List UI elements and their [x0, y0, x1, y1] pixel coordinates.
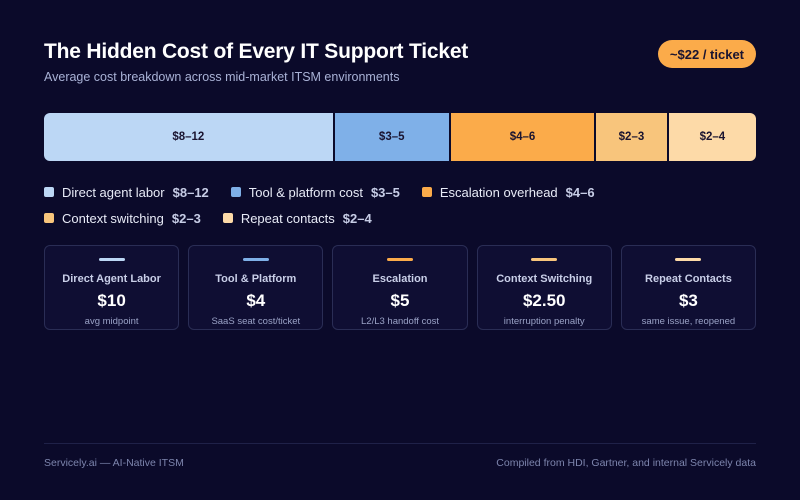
cost-card-context-switching: Context Switching $2.50 interruption pen…: [476, 245, 612, 330]
bar-segment-tool-platform-cost: $3–5: [334, 113, 451, 161]
card-note: avg midpoint: [84, 316, 139, 327]
card-accent-bar: [98, 258, 125, 261]
footer-divider: [44, 443, 756, 444]
legend-item-tool-platform-cost: Tool & platform cost $3–5: [230, 184, 400, 200]
legend-swatch: [44, 213, 54, 223]
card-label: Direct Agent Labor: [62, 273, 161, 285]
card-label: Context Switching: [496, 273, 593, 285]
bar-segment-label: $2–4: [699, 131, 726, 143]
legend-value: $2–3: [171, 210, 201, 226]
legend-value: $3–5: [370, 184, 400, 200]
card-note: interruption penalty: [503, 316, 585, 327]
bar-segment-label: $8–12: [172, 131, 205, 143]
legend-swatch: [230, 187, 241, 197]
legend-label: Context switching: [62, 210, 164, 226]
card-value: $3: [678, 291, 698, 310]
cost-card-tool-platform: Tool & Platform $4 SaaS seat cost/ticket: [188, 245, 324, 330]
card-accent-bar: [531, 258, 558, 261]
card-value: $2.50: [522, 291, 566, 310]
legend-value: $8–12: [172, 184, 209, 200]
cost-card-escalation: Escalation $5 L2/L3 handoff cost: [332, 245, 468, 330]
card-accent-bar: [242, 258, 269, 261]
card-value: $10: [97, 291, 126, 310]
legend-label: Escalation overhead: [439, 184, 558, 200]
card-value: $5: [390, 291, 410, 310]
legend-swatch: [222, 213, 233, 223]
legend-item-direct-agent-labor: Direct agent labor $8–12: [44, 184, 209, 200]
cost-card-repeat-contacts: Repeat Contacts $3 same issue, reopened: [620, 245, 757, 330]
bar-segment-direct-agent-labor: $8–12: [44, 113, 335, 161]
bar-segment-repeat-contacts: $2–4: [668, 113, 756, 161]
card-accent-bar: [387, 258, 413, 261]
card-value: $4: [246, 291, 266, 310]
legend-item-repeat-contacts: Repeat contacts $2–4: [222, 210, 372, 226]
stacked-cost-bar: $8–12 $3–5 $4–6 $2–3 $2–4: [44, 113, 756, 161]
footer-source: Compiled from HDI, Gartner, and internal…: [496, 457, 756, 469]
cost-card-agent-labor: Direct Agent Labor $10 avg midpoint: [44, 245, 180, 330]
card-note: same issue, reopened: [641, 316, 736, 327]
legend-item-context-switching: Context switching $2–3: [44, 210, 201, 226]
bar-segment-label: $2–3: [618, 131, 645, 143]
footer-brand: Servicely.ai — AI-Native ITSM: [44, 457, 184, 469]
cost-cards: Direct Agent Labor $10 avg midpoint Tool…: [44, 245, 757, 330]
legend-swatch: [44, 187, 54, 197]
legend-value: $4–6: [565, 184, 595, 200]
card-accent-bar: [675, 258, 702, 261]
card-note: L2/L3 handoff cost: [361, 316, 439, 327]
card-label: Tool & Platform: [215, 273, 297, 285]
page-title: The Hidden Cost of Every IT Support Tick…: [44, 40, 469, 63]
page-subtitle: Average cost breakdown across mid-market…: [44, 70, 400, 84]
bar-segment-label: $3–5: [378, 131, 405, 143]
card-note: SaaS seat cost/ticket: [211, 316, 301, 327]
bar-segment-escalation-overhead: $4–6: [450, 113, 597, 161]
chart-legend: Direct agent labor $8–12 Tool & platform c…: [44, 184, 756, 226]
legend-label: Tool & platform cost: [248, 184, 363, 200]
legend-label: Direct agent labor: [62, 184, 165, 200]
cost-per-ticket-badge: ~$22 / ticket: [657, 40, 756, 68]
card-label: Escalation: [372, 273, 428, 285]
bar-segment-context-switching: $2–3: [596, 113, 669, 161]
card-label: Repeat Contacts: [645, 273, 732, 285]
bar-segment-label: $4–6: [509, 131, 536, 143]
legend-label: Repeat contacts: [240, 210, 335, 226]
legend-item-escalation-overhead: Escalation overhead $4–6: [421, 184, 595, 200]
legend-value: $2–4: [342, 210, 372, 226]
legend-swatch: [421, 187, 432, 197]
